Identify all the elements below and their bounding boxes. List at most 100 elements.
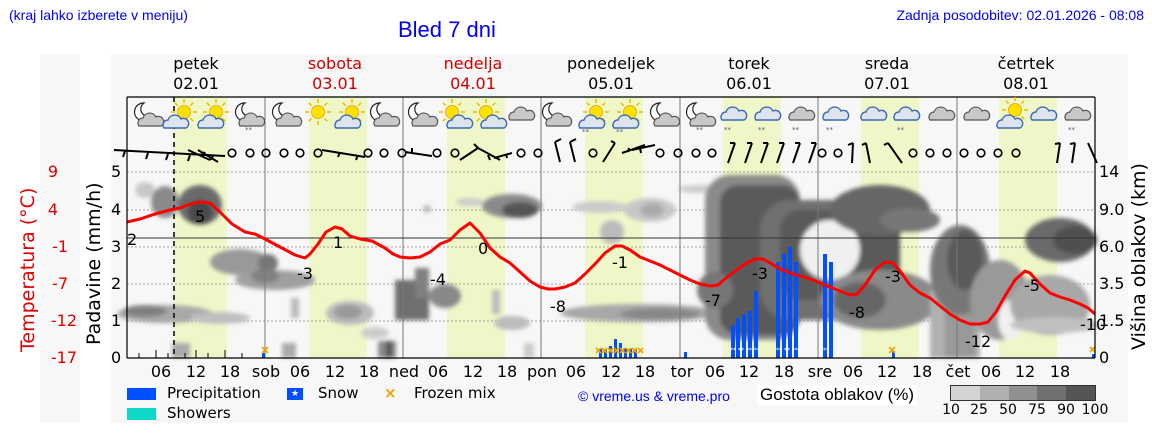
last-update-text: Zadnja posodobitev: 02.01.2026 - 08:08 [896,7,1144,23]
x-tick: 06 [565,362,587,381]
day-separators [264,97,958,358]
density-tick: 50 [999,402,1017,418]
legend-snow: Snow [318,384,359,402]
svg-text:** ** **: ** ** ** [776,347,798,354]
svg-text:-3: -3 [752,264,768,283]
density-tick: 25 [970,402,988,418]
precip-tick: 2 [111,274,122,293]
svg-text:**: ** [696,126,704,134]
day-header-weekend: nedelja 04.01 [443,54,503,93]
x-tick: 18 [496,362,518,381]
svg-text:-5: -5 [1024,276,1040,295]
x-tick: 12 [324,362,346,381]
cloud-height-tick: 0 [1099,348,1110,367]
svg-text:-7: -7 [705,291,721,310]
x-tick: ned [388,362,420,381]
legend-showers: Showers [167,404,231,422]
density-tick: 90 [1057,402,1075,418]
density-tick: 10 [942,402,960,418]
frozen-mix-markers [261,346,1096,354]
x-tick: 18 [1049,362,1071,381]
svg-text:**: ** [823,347,829,354]
svg-text:**: ** [758,126,766,134]
density-tick: 100 [1081,402,1109,418]
precip-tick: 0 [111,348,122,367]
svg-text:**: ** [1068,126,1076,134]
density-tick: 75 [1028,402,1046,418]
x-tick: 18 [911,362,933,381]
svg-text:-4: -4 [430,270,446,289]
svg-text:0: 0 [478,239,488,258]
svg-text:5: 5 [195,207,205,226]
x-tick: 12 [1014,362,1036,381]
svg-text:2: 2 [127,230,137,249]
legend-precipitation: Precipitation [167,384,261,402]
frozen-mix-icon: × [384,384,397,402]
x-tick: 12 [876,362,898,381]
svg-text:-12: -12 [965,332,991,351]
x-tick: 12 [185,362,207,381]
svg-text:-3: -3 [885,267,901,286]
temp-tick: 9 [47,162,58,181]
day-header: četrtek 08.01 [997,54,1055,93]
precipitation-axis-label: Padavine (mm/h) [83,182,105,345]
cloud-height-tick: 3.5 [1099,274,1125,293]
x-tick: 18 [634,362,656,381]
x-tick: 06 [980,362,1002,381]
x-tick: tor [670,362,694,381]
svg-text:**: ** [897,126,905,134]
cloud-density-scale [950,385,1096,401]
x-tick: 06 [150,362,172,381]
precip-tick: 1 [111,311,122,330]
x-tick: 12 [600,362,622,381]
svg-text:-1: -1 [612,253,628,272]
temp-tick: -17 [50,348,77,367]
temp-tick: 4 [47,200,58,219]
cloud-height-tick: 1.5 [1099,311,1125,330]
x-tick: 18 [219,362,241,381]
cloud-height-tick: 6.0 [1099,237,1125,256]
day-header: ponedeljek 05.01 [567,54,655,93]
cloud-density-label: Gostota oblakov (%) [757,385,918,405]
day-header: petek 02.01 [173,54,219,93]
svg-text:-8: -8 [849,303,865,322]
precip-tick: 5 [111,162,122,181]
x-tick: 12 [738,362,760,381]
cloud-height-axis-label: Višina oblakov (km) [1128,163,1150,350]
svg-text:-3: -3 [297,264,313,283]
location-hint-link[interactable]: (kraj lahko izberete v meniju) [9,7,188,23]
day-header-weekend: sobota 03.01 [307,54,363,93]
svg-text:**: ** [582,128,590,136]
svg-text:**: ** [616,128,624,136]
x-tick: pon [526,362,558,381]
cloud-height-tick: 9.0 [1099,200,1125,219]
svg-text:-10: -10 [1080,315,1106,334]
temperature-value-labels: 2 5 -3 1 -4 0 -1 -8 -7 -3 -8 -3 -12 -5 -… [127,207,1106,351]
svg-text:**: ** [792,126,800,134]
temp-tick: -7 [52,274,68,293]
temperature-line [126,200,1096,326]
x-tick: 06 [704,362,726,381]
copyright-link[interactable]: © vreme.us & vreme.pro [578,388,730,404]
day-header: torek 06.01 [726,54,772,93]
precipitation-swatch [127,388,156,400]
showers-swatch [127,408,156,420]
x-tick: 06 [427,362,449,381]
x-tick: 06 [289,362,311,381]
page-title: Bled 7 dni [398,17,496,42]
weather-icons-row: ** ** ** ** ** ** ** ** ** ** [133,96,1092,136]
temp-tick: -12 [50,311,77,330]
svg-text:**: ** [826,126,834,134]
day-header: sreda 07.01 [864,54,910,93]
precip-tick: 3 [111,237,122,256]
svg-text:1: 1 [333,233,343,252]
svg-text:-8: -8 [550,297,566,316]
x-tick: sre [807,362,833,381]
svg-text:** ** ** **: ** ** ** ** [730,347,760,354]
x-tick: sob [251,362,281,381]
x-axis-ticks [138,350,243,358]
precip-tick: 4 [111,200,122,219]
svg-text:**: ** [245,126,253,134]
x-tick: čet [945,362,971,381]
